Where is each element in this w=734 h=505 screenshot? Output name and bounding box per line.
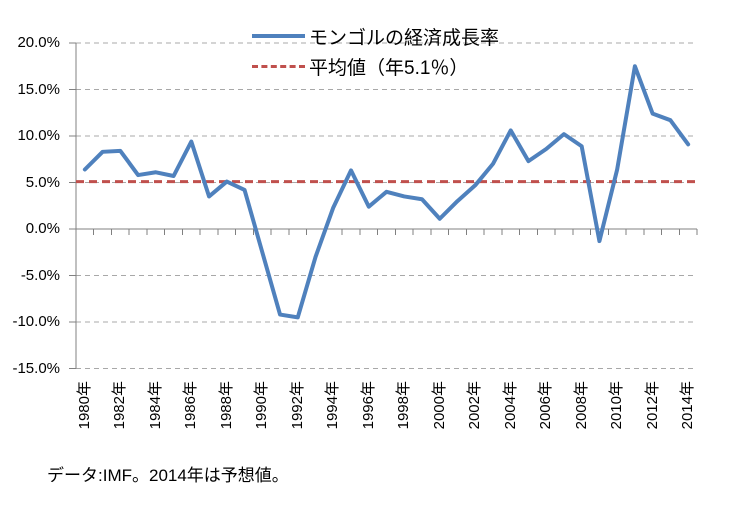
y-axis-label: 20.0% [17,34,60,51]
x-axis-label: 2006年 [537,381,555,430]
x-axis-label: 1994年 [324,381,342,430]
x-axis-label: 1992年 [288,381,306,430]
x-axis-label: 1990年 [253,381,271,430]
y-axis-label: -15.0% [12,359,60,377]
x-axis-label: 1996年 [359,381,377,430]
x-axis-label: 1986年 [182,381,200,430]
x-axis-label: 2012年 [643,381,661,430]
x-axis-label: 2000年 [430,381,448,430]
x-axis-label: 1984年 [146,381,164,430]
y-axis-label: -10.0% [12,313,60,330]
y-axis-label: 15.0% [17,80,60,98]
legend-line-sample-average [252,64,305,68]
x-axis-label: 2010年 [608,381,626,430]
legend-label-average: 平均値（年5.1％） [309,57,469,79]
y-axis-label: 5.0% [25,173,60,191]
x-axis-label: 2008年 [572,381,590,430]
y-axis-label: 10.0% [17,127,60,144]
x-axis-label: 2004年 [501,381,519,430]
legend-label-growth-rate: モンゴルの経済成長率 [309,27,500,49]
y-axis-label: -5.0% [20,266,60,284]
x-axis-label: 1980年 [75,381,93,430]
x-axis-label: 1998年 [395,381,413,430]
x-axis-label: 1982年 [111,381,129,430]
x-axis-label: 1988年 [217,381,235,430]
legend: モンゴルの経済成長率 平均値（年5.1％） [252,21,499,81]
legend-line-sample-growth-rate [252,34,305,38]
legend-item-average: 平均値（年5.1％） [252,51,499,81]
x-axis-label: 2002年 [466,381,484,430]
growth-rate-line [82,64,691,320]
x-axis-label: 2014年 [679,381,697,430]
source-note: データ:IMF。2014年は予想値。 [47,466,289,485]
y-axis-label: 0.0% [25,220,60,237]
legend-item-growth-rate: モンゴルの経済成長率 [252,21,499,51]
